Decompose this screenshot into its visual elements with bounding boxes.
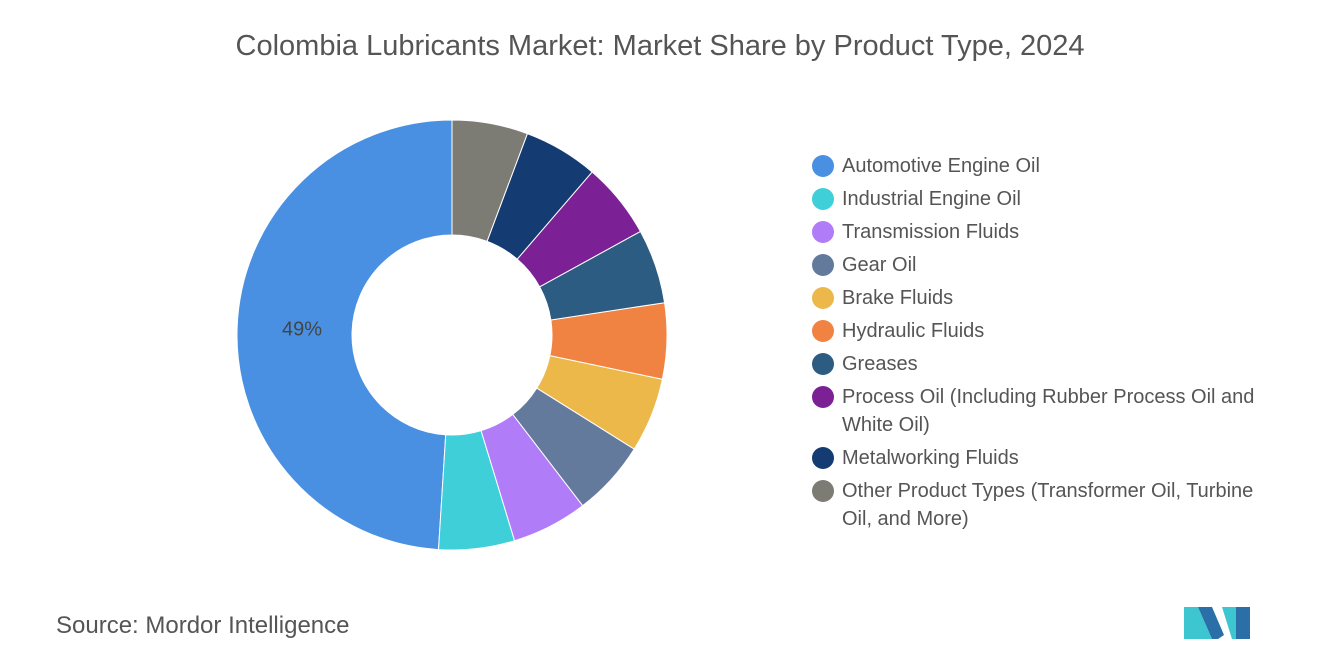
data-label: 49% <box>282 319 322 341</box>
legend-label: Process Oil (Including Rubber Process Oi… <box>842 386 1255 436</box>
legend-swatch <box>812 254 834 276</box>
legend-item: Automotive Engine Oil <box>812 152 1272 180</box>
legend-item: Greases <box>812 350 1272 378</box>
legend: Automotive Engine Oil Industrial Engine O… <box>812 152 1272 538</box>
legend-swatch <box>812 155 834 177</box>
legend-label: Gear Oil <box>842 254 917 276</box>
legend-item: Transmission Fluids <box>812 218 1272 246</box>
legend-label: Metalworking Fluids <box>842 447 1019 469</box>
logo <box>1184 607 1250 639</box>
chart-title: Colombia Lubricants Market: Market Share… <box>235 30 1085 62</box>
legend-label: Hydraulic Fluids <box>842 320 985 342</box>
legend-label: Transmission Fluids <box>842 221 1020 243</box>
legend-label: Greases <box>842 353 918 375</box>
legend-label: Brake Fluids <box>842 287 954 309</box>
legend-label: Automotive Engine Oil <box>842 155 1040 177</box>
legend-swatch <box>812 480 834 502</box>
legend-label: Other Product Types (Transformer Oil, Tu… <box>842 480 1254 530</box>
chart: 49% <box>236 119 668 551</box>
legend-swatch <box>812 287 834 309</box>
source: Source: Mordor Intelligence <box>56 612 350 639</box>
legend-swatch <box>812 386 834 408</box>
legend-item: Metalworking Fluids <box>812 444 1272 472</box>
legend-label: Industrial Engine Oil <box>842 188 1021 210</box>
legend-item: Gear Oil <box>812 251 1272 279</box>
legend-swatch <box>812 353 834 375</box>
legend-item: Hydraulic Fluids <box>812 317 1272 345</box>
legend-item: Other Product Types (Transformer Oil, Tu… <box>812 477 1272 533</box>
legend-swatch <box>812 447 834 469</box>
legend-swatch <box>812 188 834 210</box>
legend-swatch <box>812 320 834 342</box>
legend-item: Brake Fluids <box>812 284 1272 312</box>
legend-swatch <box>812 221 834 243</box>
legend-item: Industrial Engine Oil <box>812 185 1272 213</box>
donut-segment <box>236 119 453 551</box>
donut-segment <box>451 119 529 242</box>
legend-item: Process Oil (Including Rubber Process Oi… <box>812 383 1272 439</box>
